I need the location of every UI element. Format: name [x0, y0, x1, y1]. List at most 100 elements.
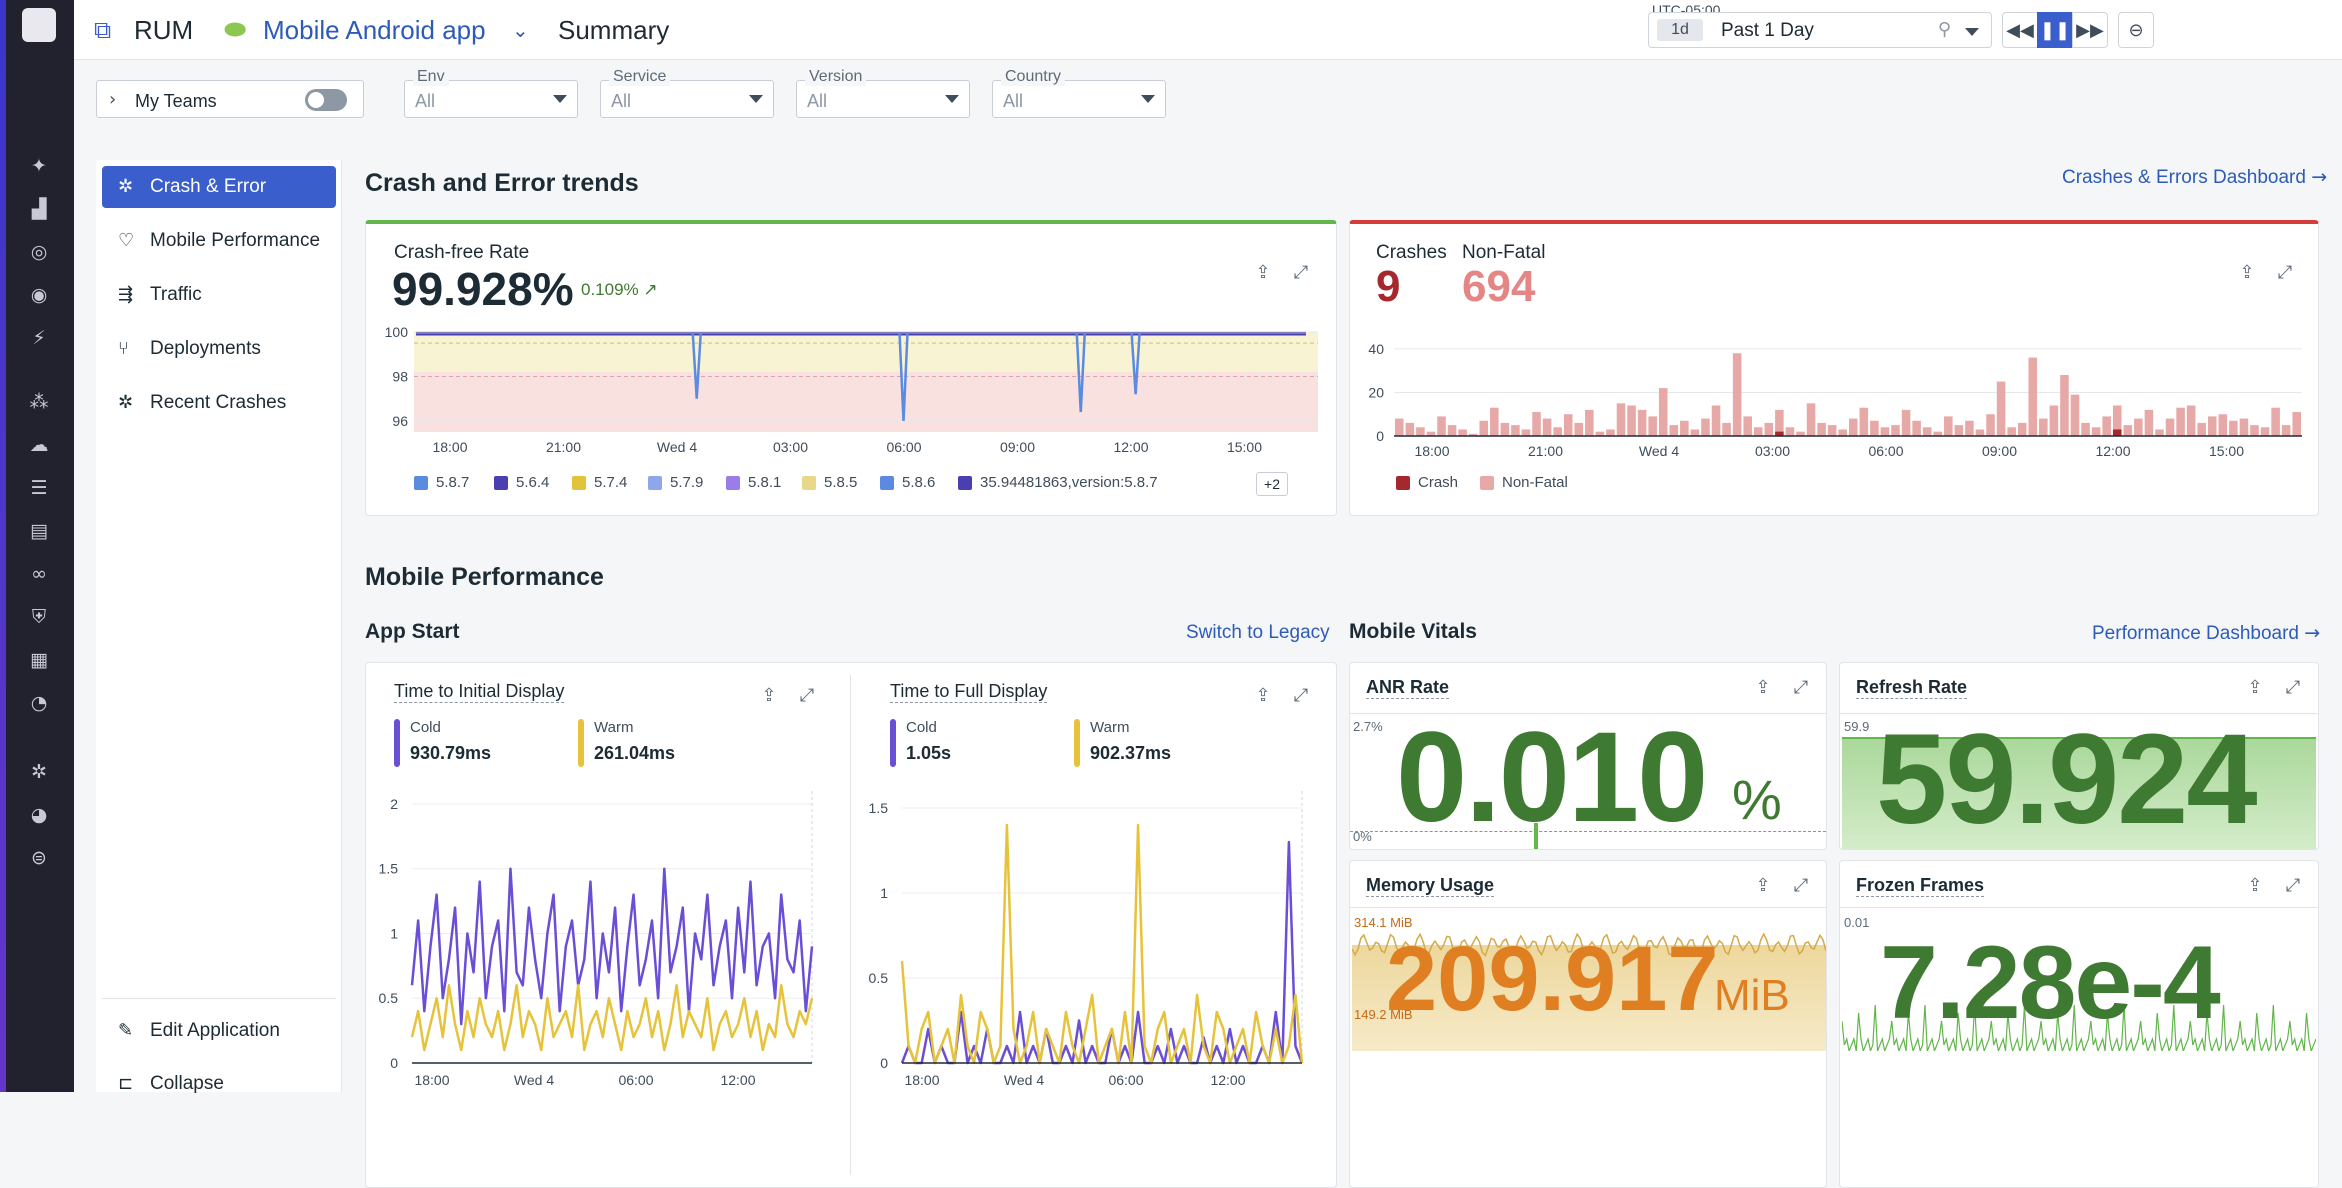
legend-item[interactable]: 35.94481863,version:5.8.7 [958, 474, 1158, 491]
rewind-icon[interactable]: ◀◀ [2002, 12, 2038, 48]
expand-icon[interactable]: ⤢ [2282, 875, 2304, 897]
nonfatal-bar [1617, 403, 1626, 436]
dashboard-icon[interactable]: ▤ [27, 519, 51, 543]
caret-down-icon[interactable] [1965, 28, 1979, 36]
nonfatal-bar [1553, 427, 1562, 436]
crash-free-delta-value: 0.109% [581, 280, 639, 299]
time-chip: 1d [1657, 19, 1703, 41]
signal-icon[interactable]: ◉ [27, 283, 51, 307]
my-teams-filter[interactable]: › My Teams [96, 80, 364, 118]
x-tick-label: 06:00 [886, 439, 921, 455]
env-select[interactable]: Env All [404, 80, 578, 118]
product-breadcrumb[interactable]: RUM [134, 14, 193, 46]
app-selector[interactable]: Mobile Android app [263, 14, 486, 46]
nonfatal-bar [2197, 423, 2206, 436]
zoom-out-icon[interactable]: ⊖ [2118, 12, 2154, 48]
arrow-right-icon: → [2311, 166, 2327, 188]
performance-dashboard-link[interactable]: Performance Dashboard → [2092, 622, 2320, 645]
time-range-picker[interactable]: 1d Past 1 Day ⚲ [1648, 12, 1992, 48]
export-icon[interactable]: ⇪ [1752, 677, 1774, 699]
export-icon[interactable]: ⇪ [2244, 677, 2266, 699]
export-icon[interactable]: ⇪ [1252, 262, 1274, 284]
gauge-icon[interactable]: ◔ [27, 691, 51, 715]
x-tick-label: 12:00 [1113, 439, 1148, 455]
country-select[interactable]: Country All [992, 80, 1166, 118]
crashes-legend: Crash Non-Fatal [1396, 474, 1796, 494]
nonfatal-bar [1754, 427, 1763, 436]
pencil-icon: ✎ [118, 1010, 133, 1052]
link-icon[interactable]: ∞ [27, 562, 51, 586]
section-nav: ✲ Crash & Error ♡ Mobile Performance ⇶ T… [96, 160, 342, 1092]
nonfatal-bar [1670, 425, 1679, 436]
pause-icon[interactable]: ❚❚ [2037, 12, 2073, 48]
frozen-value: 7.28e-4 [1880, 929, 2219, 1037]
cold-swatch [890, 719, 896, 767]
caret-down-icon [945, 95, 959, 103]
area-chart-icon[interactable]: ▟ [27, 197, 51, 221]
expand-icon[interactable]: ⤢ [796, 685, 818, 707]
expand-icon[interactable]: ⤢ [1790, 677, 1812, 699]
export-icon[interactable]: ⇪ [758, 685, 780, 707]
fast-forward-icon[interactable]: ▶▶ [2072, 12, 2108, 48]
legend-item[interactable]: 5.7.4 [572, 474, 627, 491]
target-icon[interactable]: ◎ [27, 240, 51, 264]
bug-icon[interactable]: ✲ [27, 760, 51, 784]
speed-icon[interactable]: ◕ [27, 803, 51, 827]
legend-item[interactable]: 5.7.9 [648, 474, 703, 491]
legend-item[interactable]: 5.6.4 [494, 474, 549, 491]
molecule-icon[interactable]: ⁂ [27, 390, 51, 414]
list-icon[interactable]: ☰ [27, 476, 51, 500]
expand-icon[interactable]: ⤢ [1290, 262, 1312, 284]
lightning-icon[interactable]: ⚡ [27, 326, 51, 350]
sparkle-icon[interactable]: ✦ [27, 154, 51, 178]
legend-item[interactable]: 5.8.7 [414, 474, 469, 491]
legend-item[interactable]: 5.8.6 [880, 474, 935, 491]
export-icon[interactable]: ⇪ [1252, 685, 1274, 707]
monitor-icon[interactable]: ⊜ [27, 846, 51, 870]
bug-icon: ✲ [118, 382, 133, 424]
datadog-logo-icon[interactable] [22, 8, 56, 42]
app-start-title: App Start [365, 620, 460, 644]
cloud-icon[interactable]: ☁ [27, 433, 51, 457]
sidebar-item-traffic[interactable]: ⇶ Traffic [102, 274, 336, 316]
collapse-button[interactable]: ⊏ Collapse [102, 1063, 336, 1105]
expand-icon[interactable]: ⤢ [2274, 262, 2296, 284]
sidebar-item-crash-error[interactable]: ✲ Crash & Error [102, 166, 336, 208]
report-icon[interactable]: ▦ [27, 648, 51, 672]
collapse-icon: ⊏ [118, 1063, 133, 1105]
export-icon[interactable]: ⇪ [1752, 875, 1774, 897]
legend-item[interactable]: 5.8.5 [802, 474, 857, 491]
pin-icon[interactable]: ⚲ [1938, 19, 1951, 40]
expand-icon[interactable]: ⤢ [1790, 875, 1812, 897]
legend-swatch [414, 476, 428, 490]
nonfatal-bar [1733, 353, 1742, 436]
more-versions-button[interactable]: +2 [1256, 472, 1288, 496]
sidebar-item-deployments[interactable]: ⑂ Deployments [102, 328, 336, 370]
edit-application-button[interactable]: ✎ Edit Application [102, 1010, 336, 1052]
critical-band [414, 372, 1318, 432]
version-select[interactable]: Version All [796, 80, 970, 118]
refresh-title: Refresh Rate [1856, 677, 1967, 699]
legend-item[interactable]: Non-Fatal [1480, 474, 1568, 491]
crashes-dashboard-link[interactable]: Crashes & Errors Dashboard → [2062, 166, 2327, 189]
legend-item[interactable]: 5.8.1 [726, 474, 781, 491]
nonfatal-bar [1881, 427, 1890, 436]
sidebar-item-recent-crashes[interactable]: ✲ Recent Crashes [102, 382, 336, 424]
chevron-down-icon[interactable]: ⌄ [512, 14, 529, 46]
service-select[interactable]: Service All [600, 80, 774, 118]
my-teams-toggle[interactable] [305, 89, 347, 111]
shield-icon[interactable]: ⛨ [27, 605, 51, 629]
app-start-card: Time to Initial Display ⇪ ⤢ Cold 930.79m… [365, 662, 1337, 1188]
sidebar-item-mobile-performance[interactable]: ♡ Mobile Performance [102, 220, 336, 262]
export-icon[interactable]: ⇪ [2244, 875, 2266, 897]
expand-icon[interactable]: ⤢ [1290, 685, 1312, 707]
x-tick-label: 21:00 [1528, 443, 1563, 456]
expand-icon[interactable]: ⤢ [2282, 677, 2304, 699]
crash-section-title: Crash and Error trends [365, 169, 639, 198]
switch-legacy-link[interactable]: Switch to Legacy [1186, 622, 1330, 644]
nonfatal-bar [1543, 419, 1552, 436]
legend-item[interactable]: Crash [1396, 474, 1458, 491]
export-icon[interactable]: ⇪ [2236, 262, 2258, 284]
